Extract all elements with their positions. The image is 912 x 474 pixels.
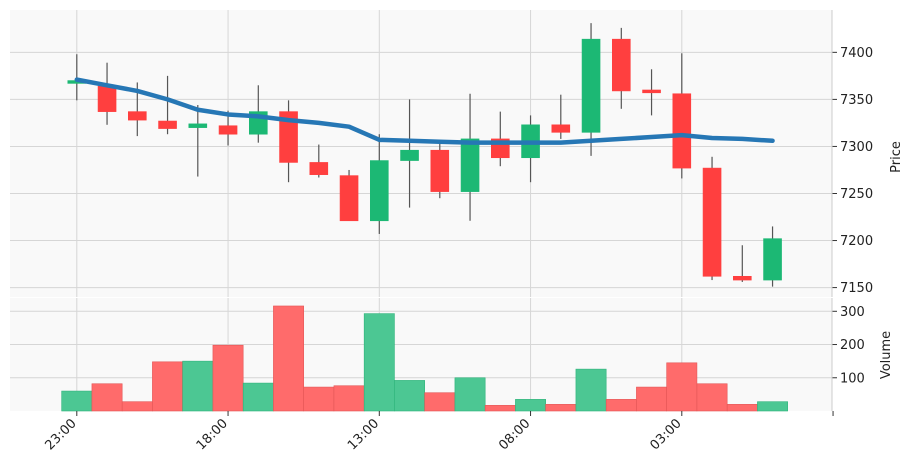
x-tick-label: 23:00: [43, 416, 80, 453]
candle-down: [642, 89, 661, 94]
volume-panel: 100 200 300: [10, 298, 865, 412]
volume-bar: [121, 401, 153, 412]
candle-down: [218, 125, 238, 135]
volume-bar: [484, 405, 516, 412]
candle-down: [97, 85, 117, 112]
volume-axis-label: Volume: [879, 331, 894, 379]
candle-down: [309, 162, 329, 175]
volume-bar: [61, 390, 93, 412]
price-panel-background: [10, 10, 832, 297]
x-tick-label: 03:00: [648, 416, 685, 453]
price-tick-label: 7300: [840, 140, 873, 155]
candle-up: [581, 38, 601, 133]
candle-down: [128, 111, 147, 121]
price-tick-label: 7400: [840, 46, 873, 61]
price-tick-label: 7200: [840, 234, 873, 249]
price-axis-label: Price: [889, 141, 904, 173]
candle-down: [430, 149, 450, 192]
moving-average-line: [74, 77, 775, 145]
candle-up: [369, 160, 389, 222]
candle-down: [732, 275, 752, 281]
candle-up: [188, 123, 208, 128]
volume-bar: [333, 385, 365, 412]
volume-bar: [666, 362, 698, 412]
candle-up: [763, 238, 782, 281]
candle-down: [702, 167, 722, 277]
volume-bar: [212, 344, 244, 412]
volume-bar: [545, 404, 577, 412]
candle-down: [158, 120, 177, 129]
volume-bar: [515, 399, 546, 412]
candle-down: [279, 111, 298, 163]
price-tick-label: 7250: [840, 187, 873, 202]
price-tick-label: 7150: [840, 281, 873, 296]
candle-up: [460, 138, 480, 192]
volume-bar: [273, 305, 304, 412]
candle-down: [551, 124, 571, 133]
volume-bar: [454, 377, 486, 412]
candle-down: [672, 93, 692, 169]
volume-bar: [424, 392, 456, 412]
volume-bar: [182, 360, 214, 412]
volume-bar: [575, 368, 607, 412]
volume-tick-label: 200: [840, 338, 865, 353]
volume-bar: [605, 399, 637, 412]
volume-bar: [636, 386, 667, 412]
candle-down: [611, 38, 631, 92]
price-tick-label: 7350: [840, 93, 873, 108]
x-tick-label: 13:00: [345, 416, 382, 453]
x-axis: 23:00 18:00 13:00 08:00 03:00: [43, 411, 834, 453]
x-tick-label: 18:00: [194, 416, 231, 453]
x-tick-label: 08:00: [496, 416, 533, 453]
volume-bar: [363, 313, 395, 412]
volume-bar: [91, 383, 123, 412]
volume-bar: [757, 401, 788, 412]
volume-bar: [726, 404, 758, 412]
volume-tick-label: 100: [840, 371, 865, 386]
candle-up: [400, 149, 419, 161]
candle-down: [339, 175, 359, 222]
volume-bar: [696, 383, 728, 412]
volume-tick-label: 300: [840, 305, 865, 320]
volume-bar: [303, 386, 335, 412]
volume-bar: [152, 361, 183, 412]
volume-bar: [242, 382, 274, 412]
volume-bar: [394, 380, 425, 412]
price-panel: 7150 7200 7250 7300 7350 7400: [10, 10, 873, 297]
